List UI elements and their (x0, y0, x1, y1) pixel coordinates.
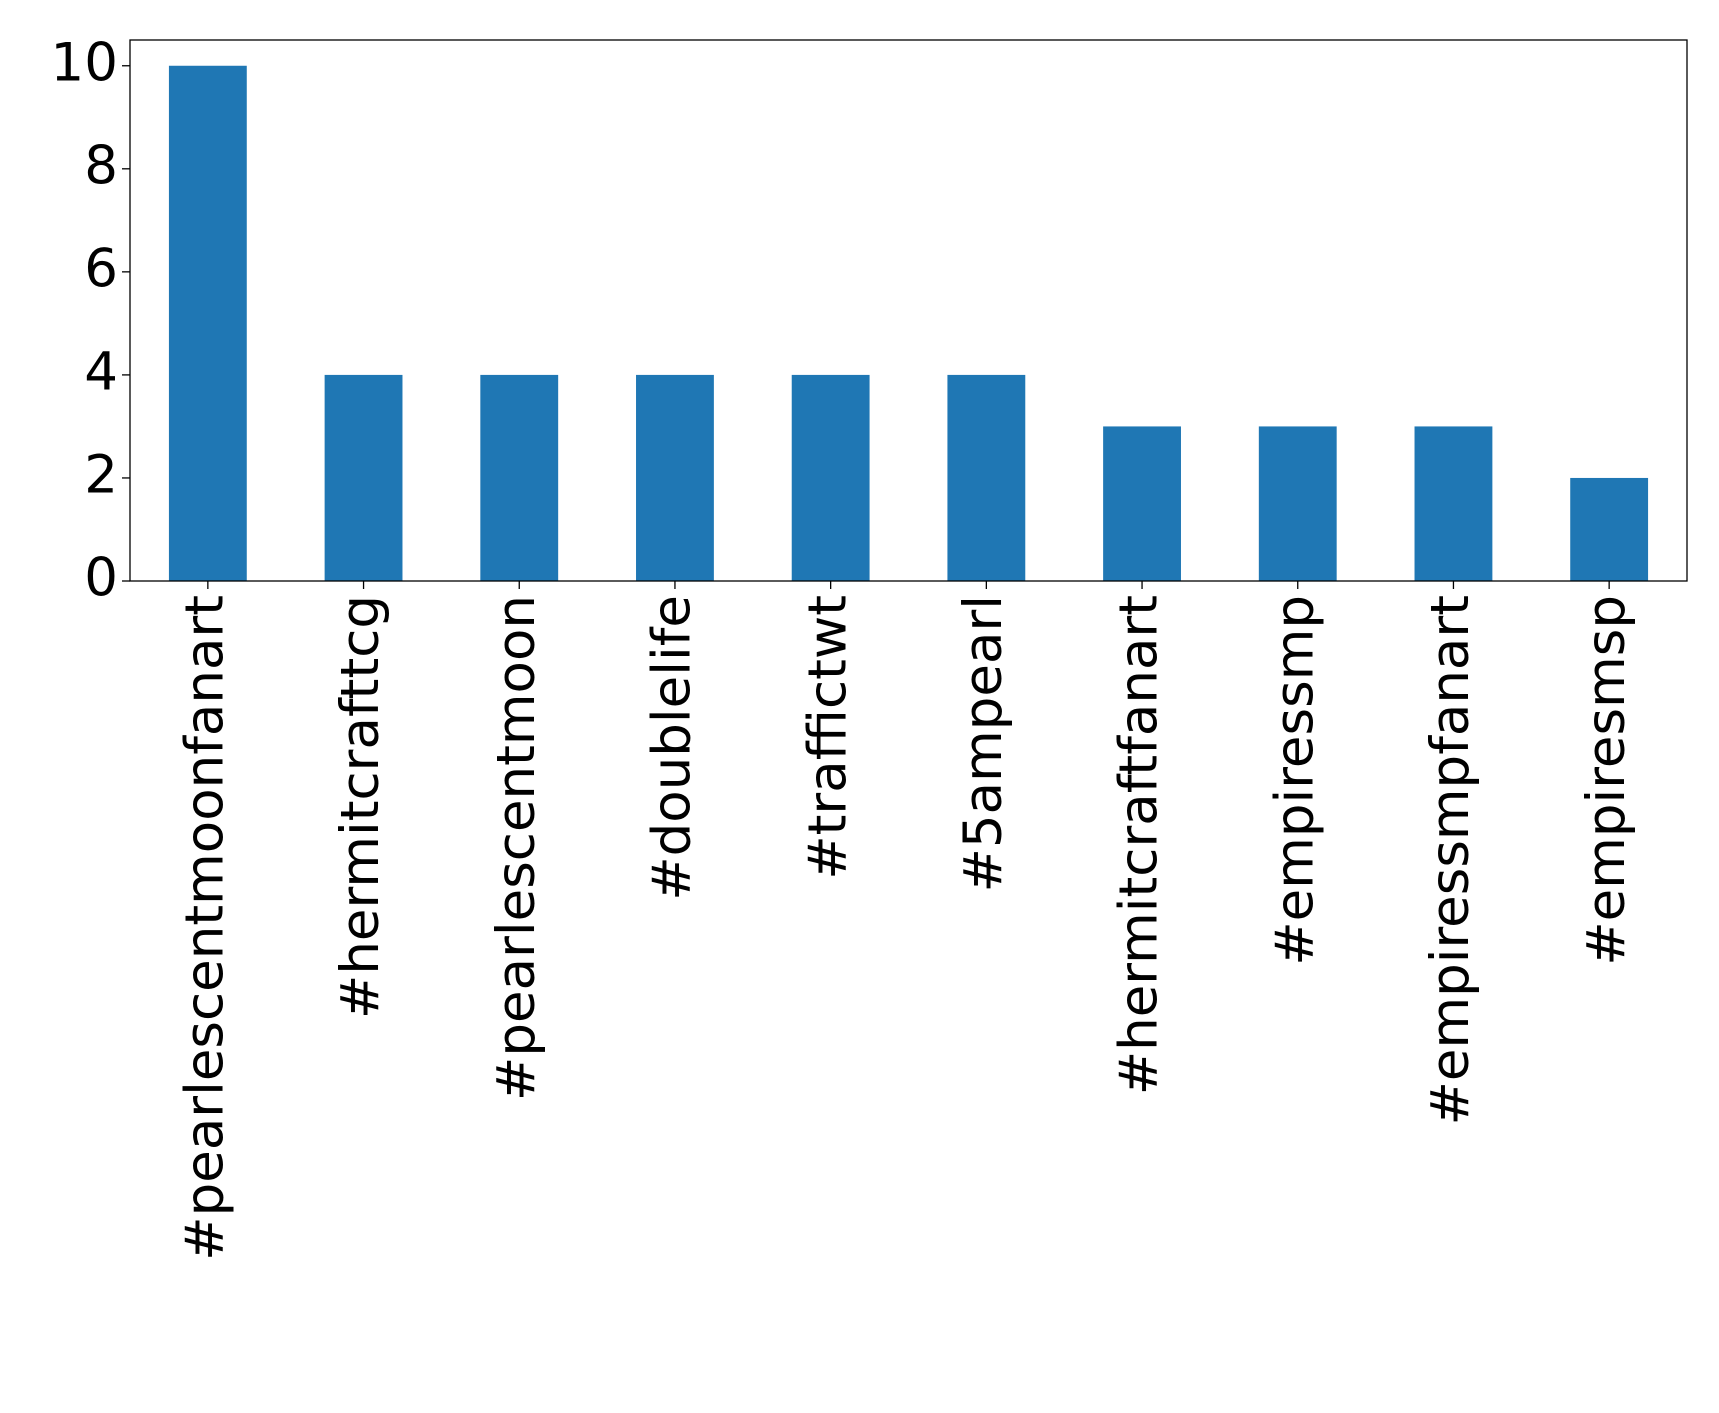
bar (324, 374, 403, 581)
bar (947, 374, 1026, 581)
y-tick-label: 0 (84, 548, 118, 609)
x-tick-label: #pearlescentmoon (486, 595, 547, 1101)
bar (1570, 477, 1649, 581)
x-tick-label: #traffictwt (797, 595, 858, 880)
bar (480, 374, 559, 581)
y-tick-label: 6 (84, 238, 118, 299)
bar (1103, 426, 1181, 581)
bar (1258, 426, 1337, 581)
x-tick-label: #pearlescentmoonfanart (174, 595, 235, 1261)
y-tick-label: 4 (84, 342, 118, 403)
x-tick-label: #empiressmp (1264, 595, 1325, 966)
y-tick-label: 10 (51, 32, 118, 93)
y-tick-label: 8 (84, 135, 118, 196)
x-tick-label: #hermitcraftfanart (1109, 595, 1170, 1095)
x-tick-label: #hermitcrafttcg (330, 595, 391, 1019)
y-tick-label: 2 (84, 445, 118, 506)
bar (791, 374, 870, 581)
bar (1414, 426, 1493, 581)
bar (168, 65, 247, 581)
x-tick-label: #empiresmsp (1576, 595, 1637, 966)
x-tick-label: #5ampearl (953, 595, 1014, 892)
x-tick-label: #empiressmpfanart (1420, 595, 1481, 1126)
axes-frame (129, 39, 1688, 582)
bar (636, 374, 714, 581)
x-tick-label: #doublelife (642, 595, 703, 901)
